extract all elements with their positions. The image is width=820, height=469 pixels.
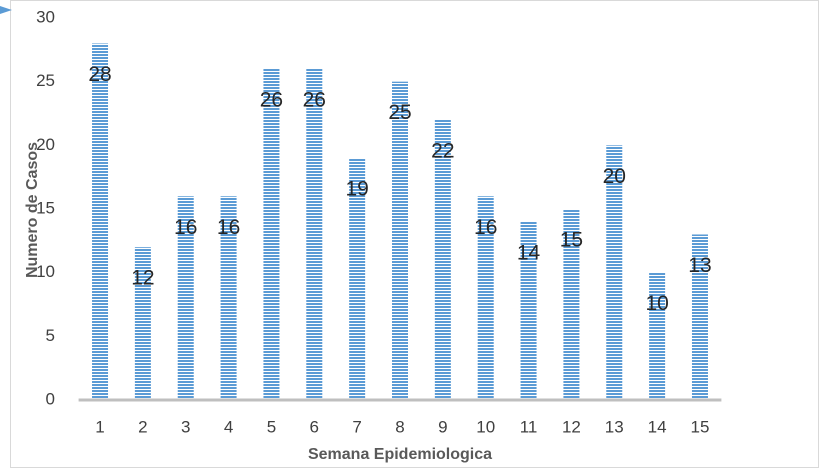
corner-marker: [0, 6, 12, 14]
data-label: 15: [560, 229, 583, 252]
x-tick-label: 10: [476, 417, 495, 436]
x-tick-label: 6: [310, 417, 319, 436]
bar: [520, 221, 537, 400]
x-tick-label: 5: [267, 417, 276, 436]
bar: [263, 68, 280, 400]
data-label: 16: [474, 216, 497, 239]
data-label: 10: [645, 292, 668, 315]
bar: [691, 234, 708, 400]
bar: [134, 247, 151, 400]
x-tick-label: 7: [352, 417, 361, 436]
data-label: 26: [260, 88, 283, 111]
data-label: 22: [431, 139, 454, 162]
data-label: 19: [345, 178, 368, 201]
y-tick-label: 5: [46, 326, 55, 345]
bar: [92, 43, 109, 400]
bar: [434, 119, 451, 400]
bar: [649, 272, 666, 400]
bar: [306, 68, 323, 400]
x-tick-label: 9: [438, 417, 447, 436]
data-label: 14: [517, 241, 541, 264]
y-tick-label: 0: [46, 389, 55, 408]
x-tick-label: 15: [691, 417, 710, 436]
x-tick-label: 13: [605, 417, 624, 436]
data-label: 12: [131, 267, 154, 290]
bar: [477, 196, 494, 400]
x-tick-label: 8: [395, 417, 404, 436]
bar: [606, 145, 623, 400]
bar: [349, 158, 366, 400]
y-tick-label: 15: [36, 198, 55, 217]
x-tick-label: 12: [562, 417, 581, 436]
bar: [220, 196, 237, 400]
x-tick-label: 14: [648, 417, 667, 436]
data-label: 25: [388, 101, 411, 124]
chart-frame: [10, 0, 819, 468]
x-tick-label: 3: [181, 417, 190, 436]
bar: [392, 81, 408, 401]
x-tick-label: 1: [95, 417, 104, 436]
y-tick-label: 10: [36, 262, 55, 281]
data-label: 16: [174, 216, 197, 239]
data-label: 16: [217, 216, 240, 239]
data-label: 28: [88, 63, 111, 86]
bar: [177, 196, 194, 400]
y-tick-label: 25: [36, 71, 55, 90]
y-axis-title: Numero de Casos: [24, 142, 41, 278]
x-tick-label: 11: [520, 417, 538, 436]
data-label: 26: [303, 88, 326, 111]
data-label: 20: [603, 165, 626, 188]
x-tick-label: 2: [138, 417, 147, 436]
data-label: 13: [688, 254, 711, 277]
x-tick-label: 4: [224, 417, 233, 436]
y-tick-label: 20: [36, 135, 55, 154]
bar: [563, 209, 580, 400]
y-tick-label: 30: [36, 7, 55, 26]
x-axis-title: Semana Epidemiologica: [308, 446, 492, 463]
